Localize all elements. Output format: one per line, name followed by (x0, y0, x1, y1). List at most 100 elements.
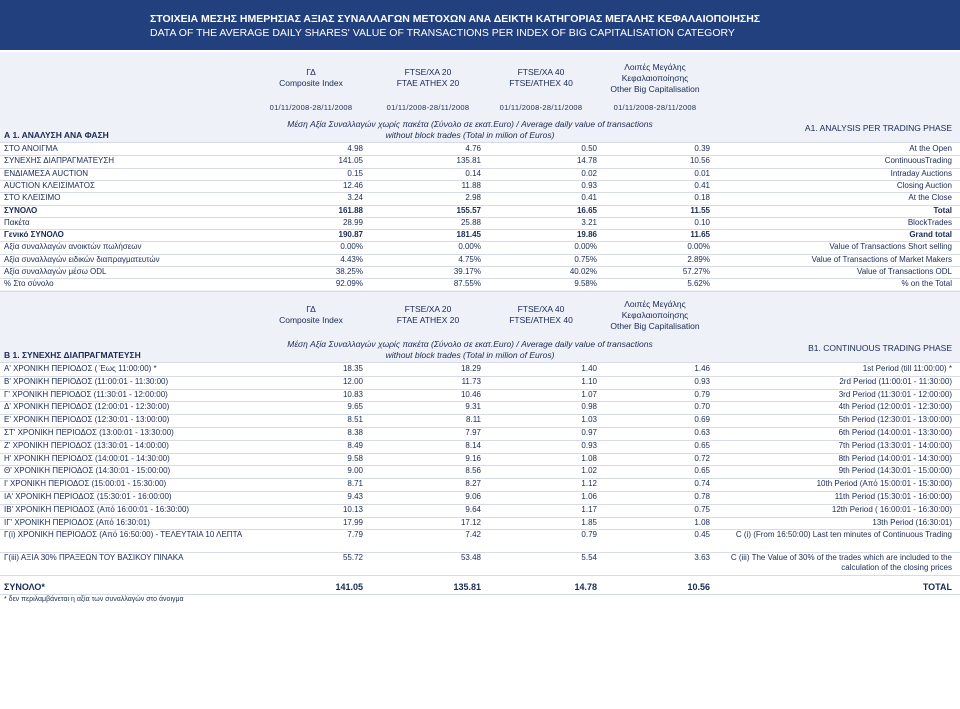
cell-value: 1.03 (581, 415, 597, 425)
row-label: Ε' ΧΡΟΝΙΚΗ ΠΕΡΙΟΔΟΣ (12:30:01 - 13:00:00… (4, 415, 170, 425)
cell-value: 141.05 (335, 582, 363, 592)
row-rule (0, 427, 960, 428)
row-label-en: 2rd Period (11:00:01 - 11:30:00) (839, 376, 952, 386)
cell-value: 0.97 (581, 428, 597, 437)
cell-value: 0.93 (581, 440, 597, 450)
row-rule (0, 491, 960, 492)
row-label: Β' ΧΡΟΝΙΚΗ ΠΕΡΙΟΔΟΣ (11:00:01 - 11:30:00… (4, 376, 169, 386)
cell-value: 12.46 (342, 180, 363, 190)
row-label: ΣΥΝΟΛΟ* (4, 582, 45, 592)
cell-value: 1.06 (581, 492, 597, 501)
cell-value: 0.63 (694, 428, 710, 437)
cell-value: 0.10 (694, 217, 710, 227)
cell-value: 17.12 (460, 517, 481, 527)
row-label: ΙΒ' ΧΡΟΝΙΚΗ ΠΕΡΙΟΔΟΣ (Από 16:00:01 - 16:… (4, 504, 190, 514)
row-rule (0, 465, 960, 467)
row-rule (0, 575, 960, 577)
row-label-en: 12th Period ( 16:00:01 - 16:30:00) (831, 504, 952, 514)
row-label-en: Value of Transactions ODL (856, 267, 952, 276)
row-label: ΕΝΔΙΑΜΕΣΑ AUCTION (4, 168, 89, 178)
caption: without block trades (Total in milion of… (385, 130, 555, 140)
cell-value: 1.07 (581, 389, 597, 399)
row-label-en: 6th Period (14:00:01 - 13:30:00) (838, 428, 952, 437)
caption: Μέση Αξία Συναλλαγών χωρίς πακέτα (Σύνολ… (287, 339, 653, 349)
cell-value: 12.00 (342, 376, 363, 386)
column-header: FTSE/XA 40 (517, 67, 565, 77)
cell-value: 135.81 (453, 582, 481, 592)
cell-value: 10.46 (460, 389, 481, 399)
row-label-en: Total (933, 205, 952, 215)
row-label-en: At the Close (908, 193, 952, 203)
column-header: Λοιπές Μεγάλης (624, 62, 686, 72)
column-header: Κεφαλαιοποίησης (621, 310, 689, 320)
row-rule (0, 155, 960, 157)
row-rule (0, 594, 960, 595)
title-english: DATA OF THE AVERAGE DAILY SHARES' VALUE … (150, 27, 735, 39)
cell-value: 8.11 (466, 415, 481, 425)
row-rule (0, 529, 960, 531)
cell-value: 9.43 (347, 492, 363, 501)
cell-value: 28.99 (342, 217, 363, 227)
cell-value: 0.14 (465, 168, 481, 178)
cell-value: 155.57 (456, 205, 481, 215)
cell-value: 3.21 (581, 217, 597, 227)
row-label-en: Intraday Auctions (890, 168, 952, 178)
cell-value: 8.71 (347, 479, 363, 489)
period: 01/11/2008-28/11/2008 (613, 103, 697, 112)
cell-value: 9.58% (574, 279, 597, 289)
cell-value: 161.88 (338, 205, 363, 215)
cell-value: 0.15 (347, 168, 363, 178)
cell-value: 0.00% (687, 242, 710, 252)
cell-value: 1.46 (694, 364, 710, 373)
cell-value: 0.45 (694, 530, 710, 540)
cell-value: 0.65 (694, 440, 710, 450)
period: 01/11/2008-28/11/2008 (269, 103, 353, 112)
cell-value: 0.02 (581, 168, 597, 178)
row-rule (0, 362, 960, 363)
column-header: FTSE/ATHEX 40 (509, 78, 573, 88)
row-label: ΙΓ' ΧΡΟΝΙΚΗ ΠΕΡΙΟΔΟΣ (Από 16:30:01) (4, 517, 150, 527)
column-header: FTSE/ATHEX 40 (509, 315, 573, 325)
row-label: Δ' ΧΡΟΝΙΚΗ ΠΕΡΙΟΔΟΣ (12:00:01 - 12:30:00… (4, 402, 170, 412)
cell-value: 0.00% (574, 242, 597, 252)
cell-value: 7.79 (347, 530, 363, 540)
cell-value: 0.72 (694, 453, 710, 463)
row-label: ΣΥΝΕΧΗΣ ΔΙΑΠΡΑΓΜΑΤΕΥΣΗ (4, 156, 115, 166)
row-label: ΣΤ' ΧΡΟΝΙΚΗ ΠΕΡΙΟΔΟΣ (13:00:01 - 13:30:0… (4, 428, 174, 437)
header-block-b (0, 290, 960, 362)
row-label: Πακέτα (4, 217, 30, 227)
row-rule (0, 167, 960, 169)
row-rule (0, 388, 960, 390)
cell-value: 1.12 (581, 479, 597, 489)
cell-value: 25.88 (460, 217, 481, 227)
cell-value: 5.62% (687, 279, 710, 289)
cell-value: 0.79 (581, 530, 597, 540)
row-rule (0, 452, 960, 454)
row-rule (0, 142, 960, 143)
row-label-en: 7th Period (13:30:01 - 14:00:00) (838, 440, 952, 450)
cell-value: 8.27 (465, 479, 481, 489)
cell-value: 1.17 (581, 504, 597, 514)
cell-value: 181.45 (456, 230, 481, 240)
row-rule (0, 478, 960, 480)
row-rule (0, 552, 960, 554)
row-label-en: 10th Period (Από 15:00:01 - 15:30:00) (816, 479, 952, 489)
row-label-en: 5th Period (12:30:01 - 13:00:00) (838, 415, 952, 425)
row-label-en: Grand total (909, 230, 952, 240)
cell-value: 0.93 (581, 180, 597, 190)
cell-value: 0.93 (694, 376, 710, 386)
cell-value: 19.86 (576, 230, 597, 240)
column-header: FTSE/XA 20 (404, 304, 452, 314)
cell-value: 0.41 (581, 193, 597, 203)
column-header: Λοιπές Μεγάλης (624, 299, 686, 309)
row-rule (0, 229, 960, 231)
row-label-en: % on the Total (901, 279, 952, 289)
cell-value: 9.58 (347, 453, 363, 463)
row-label-en: Value of Transactions of Market Makers (811, 254, 952, 264)
cell-value: 0.75% (574, 254, 597, 264)
cell-value: 8.56 (465, 466, 481, 476)
row-label-en: 8th Period (14:00:01 - 14:30:00) (838, 453, 952, 463)
column-header: Other Big Capitalisation (610, 321, 700, 331)
cell-value: 135.81 (456, 156, 481, 166)
section-label-en: B1. CONTINUOUS TRADING PHASE (808, 343, 952, 353)
